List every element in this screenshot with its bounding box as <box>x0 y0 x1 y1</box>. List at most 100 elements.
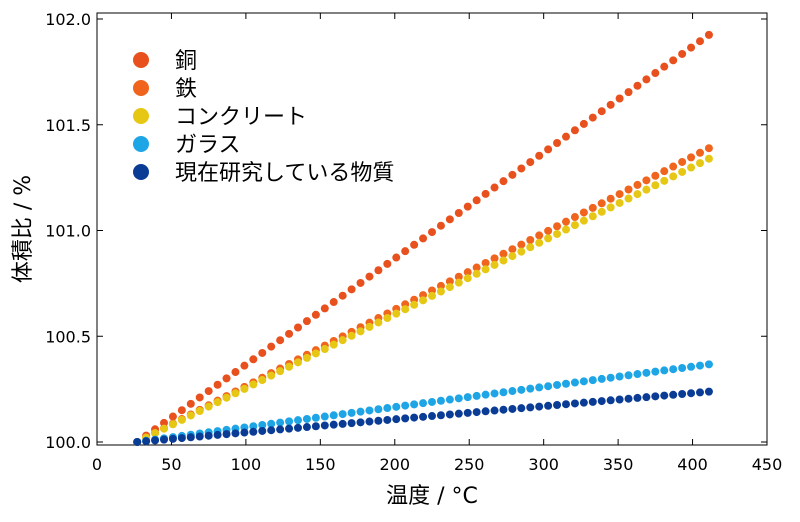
data-point <box>508 252 517 261</box>
data-point <box>508 170 517 179</box>
x-tick-label: 150 <box>305 455 336 474</box>
data-point <box>374 405 383 414</box>
data-point <box>615 190 624 199</box>
data-point <box>669 365 678 374</box>
y-tick-label: 101.0 <box>45 222 91 241</box>
data-point <box>606 100 615 109</box>
data-point <box>463 202 472 211</box>
x-axis-ticks: 0 50 100 150 200 250 300 350 400 450 <box>92 13 782 474</box>
data-point <box>454 208 463 217</box>
data-point <box>365 406 374 415</box>
data-point <box>240 384 249 393</box>
data-point <box>704 154 713 163</box>
series-layer <box>133 30 713 446</box>
data-point <box>168 434 177 443</box>
data-point <box>267 371 276 380</box>
data-point <box>410 240 419 249</box>
x-tick-label: 0 <box>92 455 102 474</box>
data-point <box>258 421 267 430</box>
data-point <box>588 212 597 221</box>
data-point <box>606 194 615 203</box>
data-point <box>320 421 329 430</box>
data-point <box>472 408 481 417</box>
data-point <box>445 410 454 419</box>
data-point <box>222 374 231 383</box>
data-point <box>392 402 401 411</box>
y-tick-label: 101.5 <box>45 116 91 135</box>
data-point <box>392 415 401 424</box>
data-point <box>588 397 597 406</box>
data-point <box>177 406 186 415</box>
data-point <box>624 394 633 403</box>
data-point <box>177 434 186 443</box>
data-point <box>410 400 419 409</box>
data-point <box>660 167 669 176</box>
data-point <box>696 159 704 168</box>
legend-label: コンクリート <box>175 105 307 130</box>
data-point <box>517 247 526 256</box>
data-point <box>651 367 660 376</box>
data-point <box>249 355 258 364</box>
data-point <box>356 407 365 416</box>
data-point <box>678 167 687 176</box>
data-point <box>651 181 660 190</box>
data-point <box>401 401 410 410</box>
data-point <box>311 310 320 319</box>
data-point <box>606 396 615 405</box>
data-point <box>258 426 267 435</box>
data-point <box>687 153 696 162</box>
data-point <box>204 431 213 440</box>
data-point <box>374 416 383 425</box>
data-point <box>204 387 213 396</box>
data-point <box>704 360 713 369</box>
data-point <box>302 414 311 423</box>
data-point <box>615 395 624 404</box>
data-point <box>356 278 365 287</box>
data-point <box>499 177 508 186</box>
data-point <box>436 396 445 405</box>
data-point <box>160 424 168 433</box>
data-point <box>428 412 436 421</box>
data-point <box>651 171 660 180</box>
data-point <box>195 407 204 416</box>
data-point <box>606 373 615 382</box>
data-point <box>401 305 410 314</box>
data-point <box>294 358 302 367</box>
x-axis-title: 温度 / °C <box>386 484 478 509</box>
data-point <box>481 258 490 267</box>
data-point <box>428 397 436 406</box>
data-point <box>490 406 499 415</box>
data-point <box>579 119 588 128</box>
data-point <box>597 397 606 406</box>
data-point <box>276 418 285 427</box>
data-point <box>276 367 285 376</box>
data-point <box>160 435 168 444</box>
data-point <box>445 277 454 286</box>
data-point <box>338 336 347 345</box>
data-point <box>660 391 669 400</box>
data-point <box>624 88 633 97</box>
data-point <box>410 300 419 309</box>
legend-marker <box>133 164 149 180</box>
data-point <box>660 176 669 185</box>
data-point <box>311 349 320 358</box>
data-point <box>642 393 651 402</box>
data-point <box>669 162 678 171</box>
data-point <box>276 336 285 345</box>
data-point <box>535 402 544 411</box>
data-point <box>472 269 481 278</box>
data-point <box>374 266 383 275</box>
data-point <box>240 428 249 437</box>
data-point <box>481 265 490 274</box>
data-point <box>544 382 553 391</box>
data-point <box>526 158 535 167</box>
x-tick-label: 100 <box>231 455 262 474</box>
data-point <box>294 423 302 432</box>
data-point <box>454 394 463 403</box>
data-point <box>311 413 320 422</box>
data-point <box>570 399 579 408</box>
x-tick-label: 200 <box>380 455 411 474</box>
data-point <box>436 411 445 420</box>
data-point <box>249 427 258 436</box>
data-point <box>508 245 517 254</box>
